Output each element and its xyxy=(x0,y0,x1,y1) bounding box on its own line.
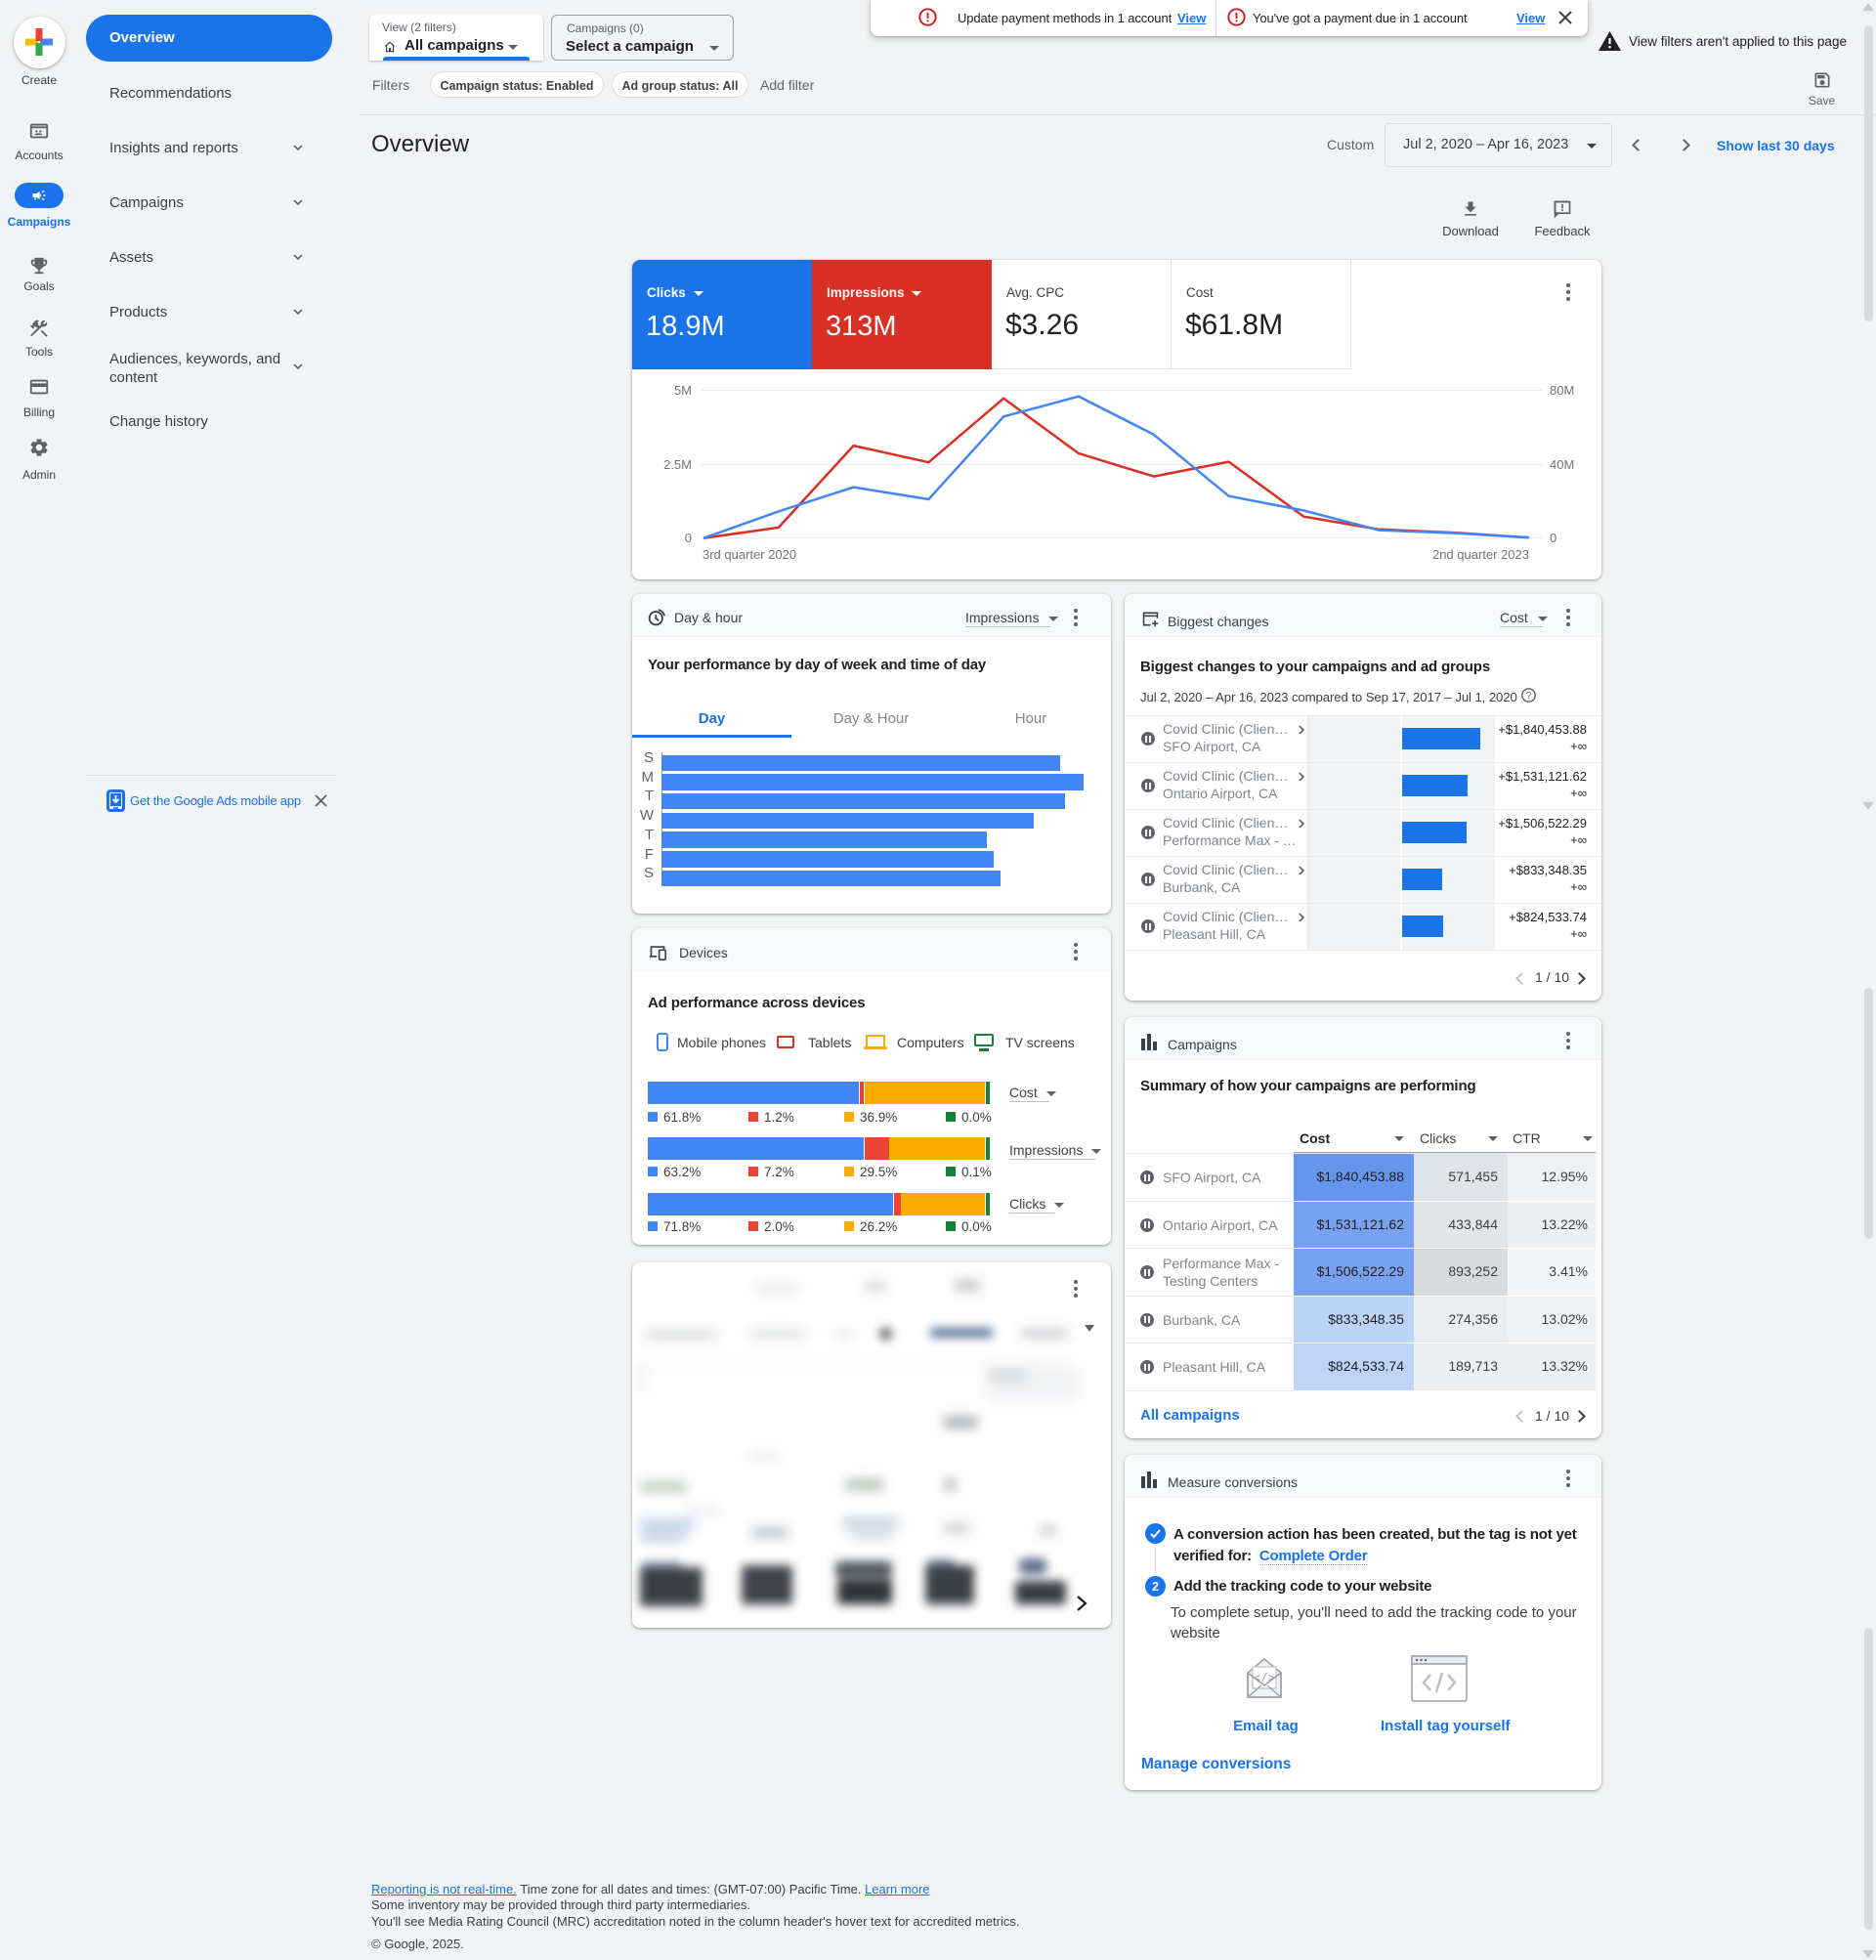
svg-text:</>: </> xyxy=(1254,1672,1275,1685)
svg-text:5M: 5M xyxy=(674,383,692,398)
svg-text:?: ? xyxy=(1526,691,1532,702)
svg-text:80M: 80M xyxy=(1550,383,1574,398)
svg-text:0: 0 xyxy=(685,531,692,545)
svg-text:40M: 40M xyxy=(1550,457,1574,472)
svg-text:2nd quarter 2023: 2nd quarter 2023 xyxy=(1432,547,1529,562)
svg-text:3rd quarter 2020: 3rd quarter 2020 xyxy=(703,547,796,562)
svg-text:0: 0 xyxy=(1550,531,1556,545)
svg-text:2.5M: 2.5M xyxy=(663,457,692,472)
